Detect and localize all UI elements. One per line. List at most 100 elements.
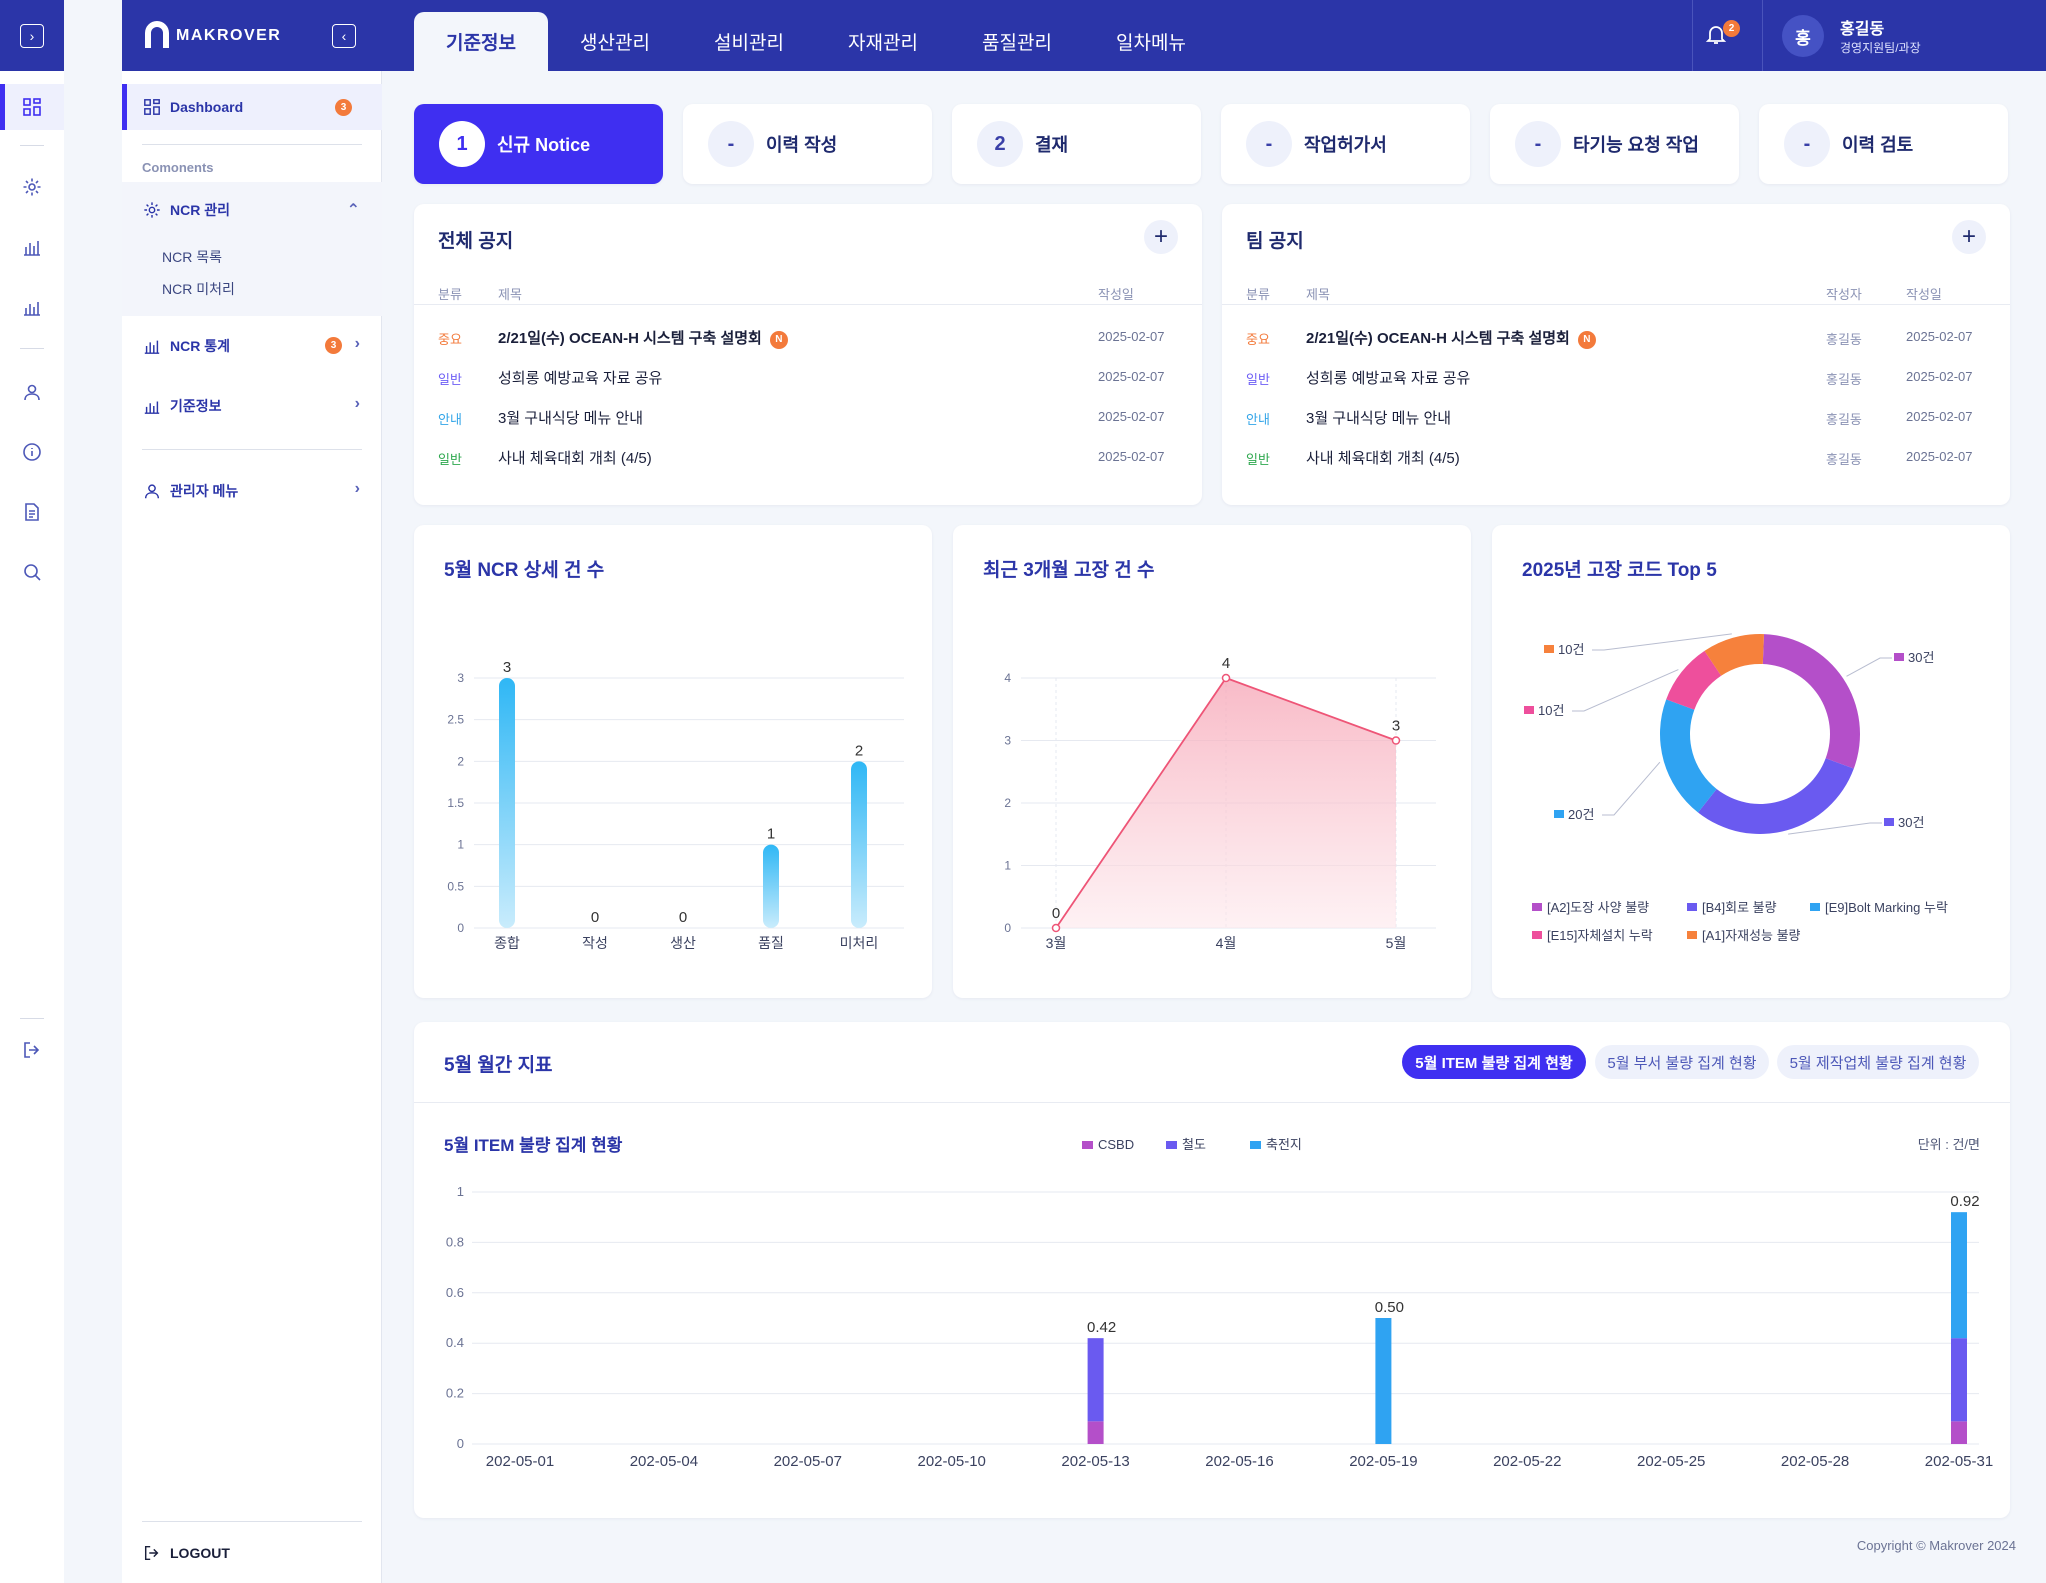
- column-header: 분류: [1246, 287, 1270, 302]
- sidebar-subitem-ncr-list[interactable]: NCR 목록: [162, 249, 222, 265]
- table-row[interactable]: 중요 2/21일(수) OCEAN-H 시스템 구축 설명회 N 홍길동 2025…: [1222, 317, 2010, 357]
- row-category: 일반: [438, 372, 462, 387]
- x-tick-label: 202-05-13: [1061, 1453, 1129, 1470]
- row-title: 성희롱 예방교육 자료 공유: [1306, 370, 1471, 387]
- user-icon[interactable]: [20, 380, 44, 404]
- tile-count: 2: [977, 121, 1023, 167]
- notice-team-card: 팀 공지 + 분류 제목 작성자 작성일 중요 2/21일(수) OCEAN-H…: [1222, 204, 2010, 505]
- area-fill: [1056, 678, 1396, 928]
- table-row[interactable]: 일반 사내 체육대회 개최 (4/5) 2025-02-07: [414, 437, 1202, 477]
- tab-material[interactable]: 자재관리: [848, 33, 918, 54]
- rail-divider: [20, 145, 44, 146]
- pill-item-defects[interactable]: 5월 ITEM 불량 집계 현황: [1402, 1045, 1586, 1079]
- add-notice-button[interactable]: +: [1952, 220, 1986, 254]
- data-label-swatch: [1524, 706, 1534, 714]
- legend-label: [A2]도장 사양 불량: [1547, 900, 1649, 915]
- info-icon[interactable]: [20, 440, 44, 464]
- y-tick-label: 0.2: [446, 1386, 464, 1401]
- data-label-swatch: [1554, 810, 1564, 818]
- data-point: [1391, 736, 1401, 745]
- bar-chart-icon[interactable]: [20, 235, 44, 259]
- brand-header: MAKROVER ‹: [122, 0, 382, 71]
- tab-production[interactable]: 생산관리: [580, 33, 650, 54]
- copyright: Copyright © Makrover 2024: [1856, 1538, 2016, 1553]
- data-label-swatch: [1544, 645, 1554, 653]
- gear-icon[interactable]: [20, 175, 44, 199]
- row-category: 중요: [1246, 332, 1270, 347]
- sidebar-subitem-ncr-pending[interactable]: NCR 미처리: [162, 281, 235, 297]
- tile-new-notice[interactable]: 1 신규 Notice: [414, 104, 663, 184]
- chart-title: 5월 ITEM 불량 집계 현황: [444, 1136, 623, 1155]
- sidebar-divider: [142, 1521, 362, 1522]
- tile-count: -: [708, 121, 754, 167]
- chevron-right-icon: ›: [354, 395, 360, 412]
- table-row[interactable]: 안내 3월 구내식당 메뉴 안내 2025-02-07: [414, 397, 1202, 437]
- collapse-sidebar-button[interactable]: ‹: [332, 24, 356, 48]
- y-tick-label: 3: [1004, 734, 1011, 748]
- data-label: 0.50: [1375, 1299, 1404, 1316]
- data-label-swatch: [1884, 818, 1894, 826]
- tile-history-write[interactable]: - 이력 작성: [683, 104, 932, 184]
- search-icon[interactable]: [20, 560, 44, 584]
- ncr-bar-chart: 0 0.5 1 1.5 2 2.5 3 3 종합 0 작성 0 생산 1 품질 2 미처리: [447, 659, 904, 951]
- pill-vendor-defects[interactable]: 5월 제작업체 불량 집계 현황: [1777, 1045, 1979, 1079]
- dashboard-icon[interactable]: [20, 95, 44, 119]
- expand-icon[interactable]: ›: [20, 24, 44, 48]
- x-tick-label: 작성: [582, 935, 608, 951]
- header-divider: [414, 304, 1202, 305]
- tab-quality[interactable]: 품질관리: [982, 33, 1052, 54]
- x-tick-label: 202-05-01: [486, 1453, 554, 1470]
- data-point: [1221, 673, 1231, 683]
- legend-swatch: [1810, 903, 1820, 911]
- y-tick-label: 0.4: [446, 1335, 464, 1350]
- stats-icon[interactable]: [20, 295, 44, 319]
- tab-primary-menu[interactable]: 일차메뉴: [1116, 33, 1186, 54]
- table-row[interactable]: 일반 성희롱 예방교육 자료 공유 2025-02-07: [414, 357, 1202, 397]
- add-notice-button[interactable]: +: [1144, 220, 1178, 254]
- sidebar-item-dashboard[interactable]: Dashboard 3: [122, 84, 382, 130]
- sidebar-item-ncr-manage[interactable]: NCR 관리 ⌃: [122, 196, 382, 224]
- pill-department-defects[interactable]: 5월 부서 불량 집계 현황: [1595, 1045, 1769, 1079]
- table-row[interactable]: 일반 성희롱 예방교육 자료 공유 홍길동 2025-02-07: [1222, 357, 2010, 397]
- data-label: 1: [767, 826, 775, 843]
- tile-approval[interactable]: 2 결재: [952, 104, 1201, 184]
- logout-button[interactable]: LOGOUT: [122, 1539, 382, 1567]
- sidebar-item-label: 기준정보: [170, 398, 222, 414]
- row-date: 2025-02-07: [1098, 449, 1165, 464]
- document-icon[interactable]: [20, 500, 44, 524]
- donut-slice: [1660, 699, 1717, 813]
- sidebar-item-base-info[interactable]: 기준정보 ›: [122, 392, 382, 420]
- row-date: 2025-02-07: [1098, 329, 1165, 344]
- avatar[interactable]: 홍: [1782, 15, 1824, 57]
- row-title: 성희롱 예방교육 자료 공유: [498, 370, 663, 387]
- item-defect-stacked-chart: 0 0.2 0.4 0.6 0.8 1 202-05-01 202-05-04 202-05-0…: [446, 1137, 1993, 1470]
- ncr-stats-badge: 3: [325, 337, 342, 354]
- bar: [499, 678, 515, 928]
- legend-swatch: [1687, 931, 1697, 939]
- data-label: 0.42: [1087, 1319, 1116, 1336]
- tile-history-review[interactable]: - 이력 검토: [1759, 104, 2008, 184]
- fault-code-donut-chart: 30건 30건 20건 10건 10건 [A2]도장 사양 불량 [B4]회로 불량 [E9]…: [1524, 633, 1948, 943]
- tab-equipment[interactable]: 설비관리: [714, 33, 784, 54]
- monthly-indicator-card: 5월 월간 지표 5월 ITEM 불량 집계 현황 5월 부서 불량 집계 현황…: [414, 1022, 2010, 1518]
- logout-icon[interactable]: [20, 1038, 44, 1062]
- row-title: 3월 구내식당 메뉴 안내: [1306, 410, 1452, 427]
- tile-work-permit[interactable]: - 작업허가서: [1221, 104, 1470, 184]
- leader-line: [1602, 761, 1661, 816]
- tab-base-info[interactable]: 기준정보: [414, 12, 548, 71]
- data-label: 3: [503, 659, 511, 676]
- table-row[interactable]: 안내 3월 구내식당 메뉴 안내 홍길동 2025-02-07: [1222, 397, 2010, 437]
- sidebar-item-ncr-stats[interactable]: NCR 통계 3 ›: [122, 332, 382, 360]
- sidebar-divider: [142, 144, 362, 145]
- table-row[interactable]: 중요 2/21일(수) OCEAN-H 시스템 구축 설명회 N 2025-02-…: [414, 317, 1202, 357]
- column-header: 작성일: [1906, 287, 1942, 302]
- sidebar-item-admin[interactable]: 관리자 메뉴 ›: [122, 477, 382, 505]
- legend-swatch: [1166, 1141, 1177, 1149]
- tile-cross-request[interactable]: - 타기능 요청 작업: [1490, 104, 1739, 184]
- table-row[interactable]: 일반 사내 체육대회 개최 (4/5) 홍길동 2025-02-07: [1222, 437, 2010, 477]
- bell-icon[interactable]: [1704, 22, 1730, 48]
- row-category: 일반: [1246, 452, 1270, 467]
- row-category: 안내: [438, 412, 462, 427]
- new-badge: N: [769, 331, 788, 349]
- x-tick-label: 5월: [1386, 935, 1407, 951]
